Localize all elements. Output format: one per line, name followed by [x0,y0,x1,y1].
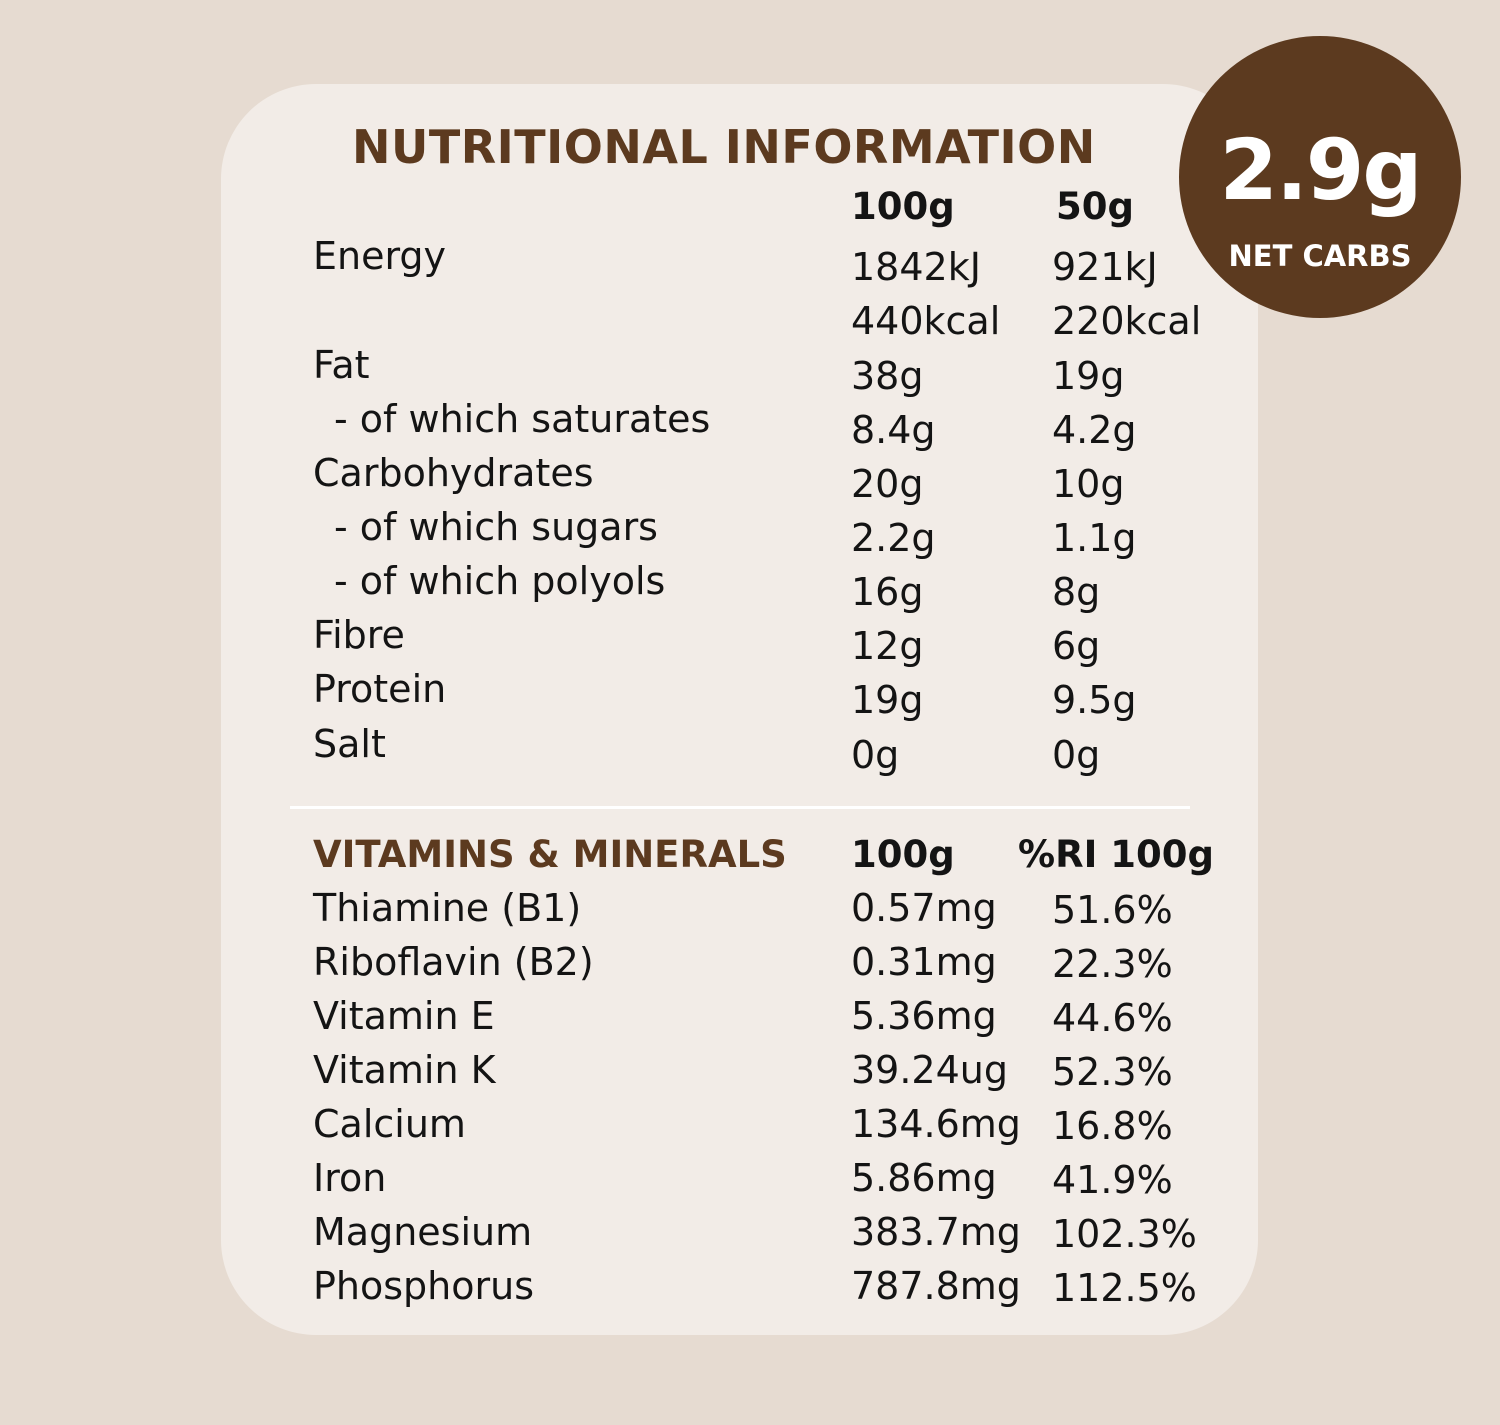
nutrient-value-100g: 12g [851,624,924,668]
nutrient-value-50g: 6g [1052,624,1101,668]
energy-kj-100g: 1842kJ [851,245,981,289]
energy-kcal-100g: 440kcal [851,299,1001,343]
nutrient-value-100g: 19g [851,678,924,722]
nutrient-label: Fibre [313,613,405,657]
nutrient-value-50g: 8g [1052,570,1101,614]
vitamin-label: Thiamine (B1) [313,886,582,930]
nutrient-value-100g: 16g [851,570,924,614]
vitamin-value-100g: 5.36mg [851,994,997,1038]
vitamins-section-title: VITAMINS & MINERALS [313,833,787,876]
nutrient-value-50g: 9.5g [1052,678,1137,722]
energy-label: Energy [313,234,447,278]
vitamin-label: Magnesium [313,1210,533,1254]
net-carbs-label: NET CARBS [1228,239,1412,273]
vitamin-ri: 102.3% [1052,1212,1197,1256]
nutrient-label: Carbohydrates [313,451,594,495]
vitamin-label: Calcium [313,1102,466,1146]
vitamin-label: Vitamin E [313,994,495,1038]
vitamin-value-100g: 5.86mg [851,1156,997,1200]
nutrient-value-100g: 20g [851,462,924,506]
vitamin-value-100g: 0.57mg [851,886,997,930]
vitamin-ri: 22.3% [1052,942,1173,986]
nutrient-label: - of which sugars [334,505,658,549]
net-carbs-value: 2.9g [1219,121,1423,219]
nutrient-value-100g: 2.2g [851,516,936,560]
vitamin-ri: 52.3% [1052,1050,1173,1094]
nutrient-label: - of which saturates [334,397,711,441]
nutrient-value-50g: 1.1g [1052,516,1137,560]
vitamin-ri: 112.5% [1052,1266,1197,1310]
nutrient-label: - of which polyols [334,559,666,603]
nutrient-label: Fat [313,343,370,387]
vitamin-value-100g: 787.8mg [851,1264,1021,1308]
vitamin-label: Phosphorus [313,1264,535,1308]
vitamin-value-100g: 134.6mg [851,1102,1021,1146]
page-title: NUTRITIONAL INFORMATION [352,120,1096,174]
vitamin-label: Iron [313,1156,387,1200]
vitamin-label: Riboflavin (B2) [313,940,594,984]
nutrient-value-100g: 0g [851,733,900,777]
energy-kj-50g: 921kJ [1052,245,1158,289]
vitamins-header-ri: %RI 100g [1018,833,1214,876]
nutrition-header-50g: 50g [1056,185,1134,228]
nutrient-value-50g: 0g [1052,733,1101,777]
vitamin-value-100g: 383.7mg [851,1210,1021,1254]
vitamin-value-100g: 0.31mg [851,940,997,984]
section-divider [290,806,1190,809]
vitamin-ri: 16.8% [1052,1104,1173,1148]
vitamins-header-100g: 100g [851,833,955,876]
nutrient-value-100g: 8.4g [851,408,936,452]
vitamin-value-100g: 39.24ug [851,1048,1008,1092]
nutrient-value-100g: 38g [851,354,924,398]
net-carbs-badge: 2.9g NET CARBS [1179,36,1461,318]
vitamin-label: Vitamin K [313,1048,496,1092]
nutrient-value-50g: 10g [1052,462,1125,506]
vitamin-ri: 41.9% [1052,1158,1173,1202]
nutrition-header-100g: 100g [851,185,955,228]
vitamin-ri: 44.6% [1052,996,1173,1040]
nutrition-card [221,84,1258,1335]
nutrient-value-50g: 19g [1052,354,1125,398]
vitamin-ri: 51.6% [1052,888,1173,932]
nutrient-value-50g: 4.2g [1052,408,1137,452]
nutrient-label: Salt [313,722,386,766]
nutrient-label: Protein [313,667,447,711]
energy-kcal-50g: 220kcal [1052,299,1202,343]
